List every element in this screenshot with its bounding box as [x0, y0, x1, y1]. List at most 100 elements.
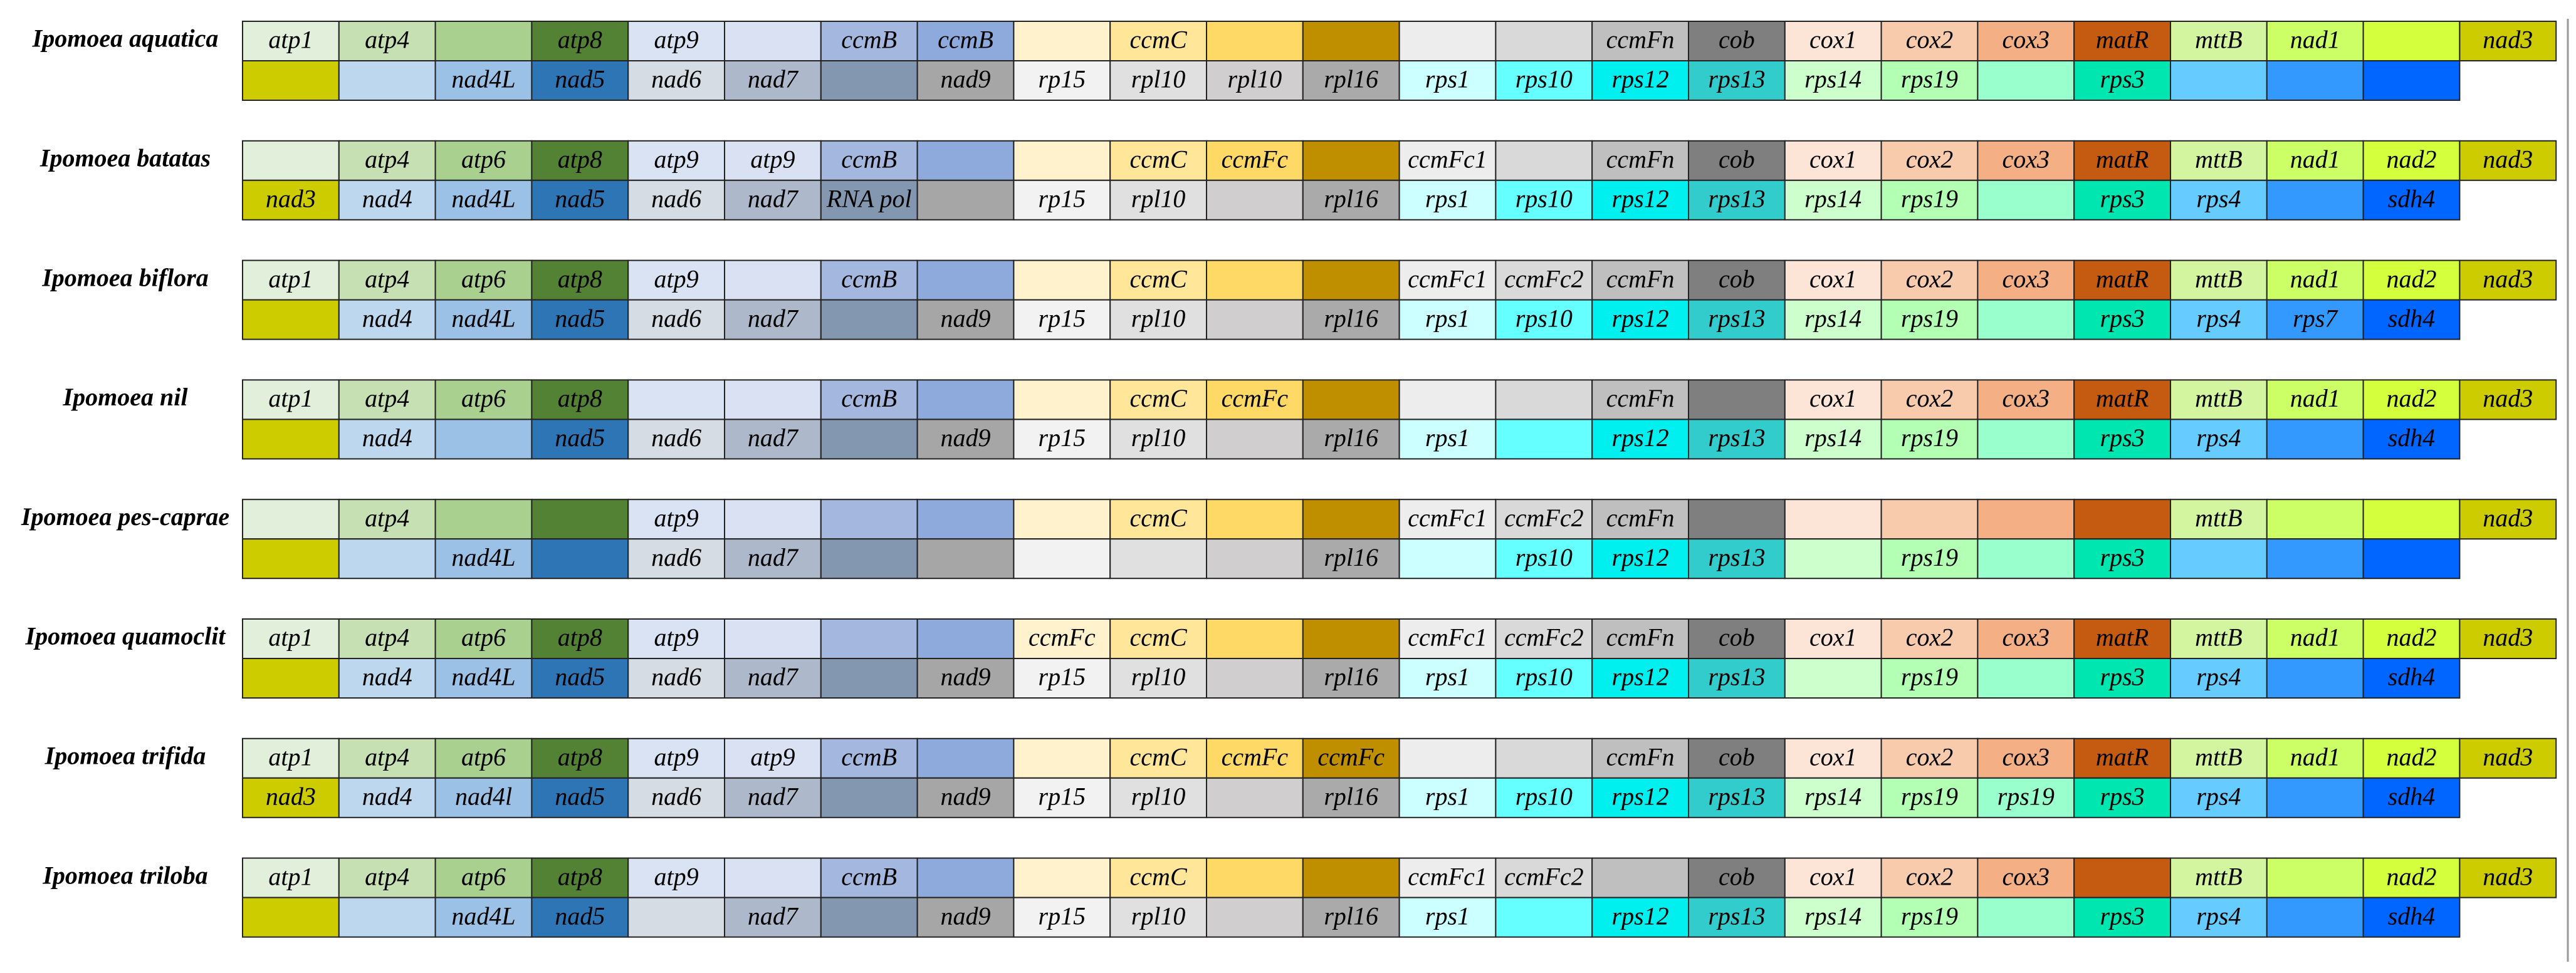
- gene-cell: [916, 419, 1015, 460]
- gene-label: rps10: [1516, 543, 1573, 571]
- gene-cell: [2170, 60, 2268, 101]
- gene-label: nad5: [555, 782, 605, 810]
- gene-label: nad7: [748, 663, 799, 691]
- gene-label: nad1: [2290, 623, 2340, 652]
- gene-label: cox1: [1809, 862, 1857, 890]
- gene-label: ccmB: [841, 264, 897, 293]
- gene-cell: [531, 140, 629, 181]
- gene-cell: [1688, 499, 1786, 540]
- gene-cell: [434, 658, 533, 699]
- gene-label: rpl16: [1324, 543, 1378, 571]
- gene-label: nad5: [555, 663, 605, 691]
- gene-cell: [1688, 419, 1786, 460]
- gene-cell: [242, 21, 340, 61]
- gene-label: rpl10: [1131, 424, 1186, 452]
- gene-cell: [1495, 259, 1593, 301]
- gene-cell: [916, 658, 1015, 699]
- gene-cell: [1784, 658, 1882, 699]
- gene-label: atp8: [558, 26, 602, 54]
- gene-cell: [1784, 299, 1882, 340]
- gene-label: rps3: [2100, 902, 2145, 930]
- gene-cell: [627, 538, 726, 580]
- gene-cell: [1880, 179, 1979, 221]
- gene-label: rp15: [1039, 782, 1086, 810]
- gene-label: atp8: [558, 145, 602, 173]
- gene-cell: [1977, 21, 2075, 61]
- gene-cell: [2170, 857, 2268, 898]
- gene-label: nad3: [2483, 264, 2533, 293]
- gene-cell: [1398, 21, 1497, 61]
- gene-label: rps3: [2100, 304, 2145, 332]
- gene-label: ccmFc: [1222, 384, 1289, 412]
- gene-label: rps19: [1901, 663, 1958, 691]
- gene-cell: [531, 379, 629, 420]
- gene-cell: [724, 618, 822, 659]
- gene-label: atp1: [268, 742, 313, 771]
- gene-cell: [2170, 538, 2268, 580]
- gene-label: mttB: [2195, 264, 2243, 293]
- gene-label: rps3: [2100, 184, 2145, 212]
- gene-label: sdh4: [2388, 663, 2436, 691]
- gene-label: atp1: [268, 623, 313, 652]
- gene-cell: [2073, 857, 2171, 898]
- gene-cell: [1784, 140, 1882, 181]
- gene-label: rps4: [2196, 424, 2241, 452]
- gene-label: rpl10: [1131, 663, 1186, 691]
- gene-label: atp9: [750, 145, 795, 173]
- gene-label: rp15: [1039, 663, 1086, 691]
- gene-label: atp9: [654, 742, 699, 771]
- species-name: Ipomoea biflora: [41, 263, 209, 291]
- gene-cell: [1206, 259, 1304, 301]
- gene-cell: [1784, 538, 1882, 580]
- gene-cell: [434, 538, 533, 580]
- gene-cell: [2073, 259, 2171, 301]
- gene-cell: [1398, 538, 1497, 580]
- gene-label: nad7: [748, 304, 799, 332]
- gene-cell: [1880, 379, 1979, 420]
- gene-label: ccmFn: [1606, 145, 1675, 173]
- gene-label: rps1: [1425, 663, 1470, 691]
- gene-label: matR: [2096, 623, 2149, 652]
- gene-label: rpl10: [1131, 65, 1186, 93]
- gene-label: rps13: [1708, 902, 1765, 930]
- gene-cell: [1398, 179, 1497, 221]
- gene-label: rps10: [1516, 663, 1573, 691]
- gene-cell: [242, 379, 340, 420]
- gene-label: atp4: [365, 26, 409, 54]
- gene-cell: [434, 897, 533, 938]
- gene-cell: [1109, 379, 1207, 420]
- gene-cell: [916, 618, 1015, 659]
- gene-label: cox3: [2003, 623, 2050, 652]
- gene-label: nad6: [651, 782, 701, 810]
- gene-label: ccmB: [938, 26, 993, 54]
- gene-label: ccmC: [1130, 264, 1188, 293]
- gene-cell: [724, 419, 822, 460]
- gene-label: rps1: [1425, 184, 1470, 212]
- gene-cell: [1109, 299, 1207, 340]
- gene-label: ccmB: [841, 862, 897, 890]
- gene-cell: [1977, 419, 2075, 460]
- gene-cell: [1495, 21, 1593, 61]
- gene-cell: [1398, 140, 1497, 181]
- gene-cell: [1977, 60, 2075, 101]
- gene-label: mttB: [2195, 145, 2243, 173]
- gene-label: rps1: [1425, 782, 1470, 810]
- gene-label: atp4: [365, 504, 409, 532]
- gene-label: atp6: [461, 384, 506, 412]
- gene-label: cob: [1719, 145, 1755, 173]
- gene-cell: [2362, 379, 2461, 420]
- gene-cell: [1109, 658, 1207, 699]
- gene-label: rps3: [2100, 782, 2145, 810]
- gene-label: atp8: [558, 862, 602, 890]
- gene-label: nad2: [2387, 264, 2437, 293]
- gene-label: atp9: [654, 504, 699, 532]
- gene-label: rps19: [1901, 184, 1958, 212]
- gene-cell: [2073, 777, 2171, 818]
- gene-label: ccmFn: [1606, 742, 1675, 771]
- gene-cell: [1784, 897, 1882, 938]
- gene-label: cox2: [1906, 264, 1954, 293]
- gene-cell: [1688, 379, 1786, 420]
- gene-cell: [1880, 777, 1979, 818]
- gene-label: rpl16: [1324, 902, 1378, 930]
- gene-label: rps13: [1708, 663, 1765, 691]
